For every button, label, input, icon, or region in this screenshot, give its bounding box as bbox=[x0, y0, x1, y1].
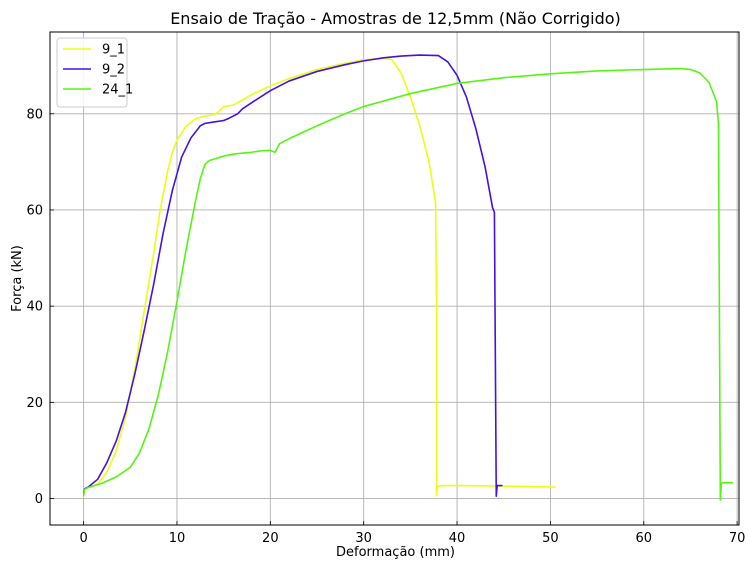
legend: 9_1 9_2 24_1 bbox=[56, 37, 133, 108]
y-axis-label: Força (kN) bbox=[10, 245, 25, 312]
series-line-24_1 bbox=[82, 67, 734, 501]
x-tick-label: 40 bbox=[449, 531, 466, 546]
y-tick-label: 60 bbox=[26, 203, 43, 218]
axis-ticks: 0 10 20 30 40 50 60 70 0 20 40 60 80 bbox=[26, 107, 745, 546]
x-tick-label: 70 bbox=[729, 531, 746, 546]
y-tick-label: 0 bbox=[35, 492, 43, 507]
x-tick-label: 20 bbox=[262, 531, 279, 546]
plot-area-frame bbox=[49, 31, 740, 526]
x-tick-label: 60 bbox=[635, 531, 652, 546]
chart-title: Ensaio de Tração - Amostras de 12,5mm (N… bbox=[170, 9, 621, 28]
legend-label: 9_1 bbox=[102, 43, 125, 58]
legend-label: 9_2 bbox=[102, 63, 125, 78]
x-tick-label: 30 bbox=[355, 531, 372, 546]
y-tick-label: 80 bbox=[26, 107, 43, 122]
x-tick-label: 0 bbox=[79, 531, 87, 546]
x-tick-label: 50 bbox=[542, 531, 559, 546]
x-axis-label: Deformação (mm) bbox=[336, 545, 455, 560]
series-line-9_2 bbox=[82, 54, 503, 497]
grid bbox=[50, 32, 739, 525]
y-tick-label: 20 bbox=[26, 396, 43, 411]
series-lines bbox=[82, 54, 734, 501]
y-tick-label: 40 bbox=[26, 300, 43, 315]
x-tick-label: 10 bbox=[169, 531, 186, 546]
legend-label: 24_1 bbox=[102, 83, 133, 98]
